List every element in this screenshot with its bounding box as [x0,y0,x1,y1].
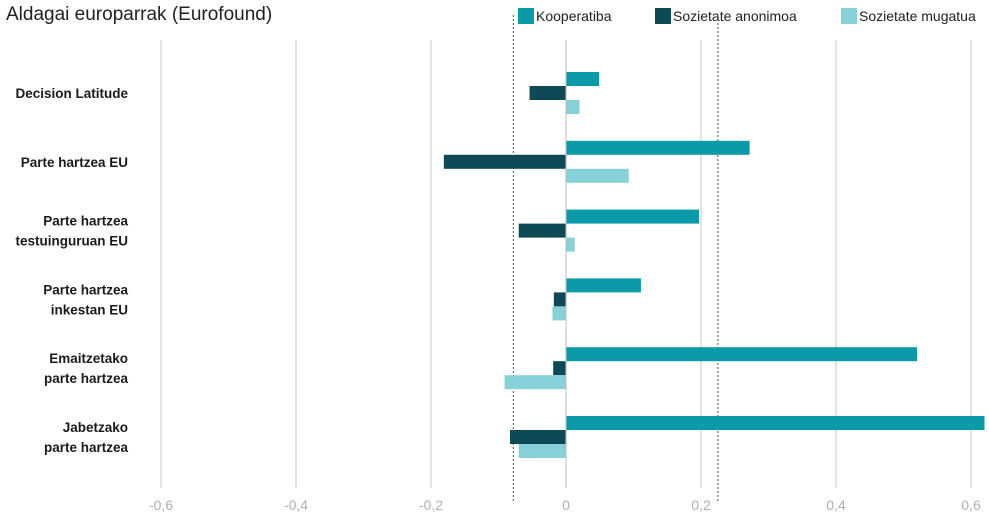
category-label: Jabetzako parte hartzea [44,420,129,455]
legend-swatch-kooperatiba [518,8,534,24]
bar [566,72,600,86]
legend-label: Sozietate anonimoa [673,8,797,24]
category-label: Parte hartzea inkestan EU [43,282,128,317]
bar [552,306,566,321]
category-label: Parte hartzea testuinguruan EU [15,214,128,249]
category-label: Parte hartzea EU [21,155,128,170]
x-tick-label: 0 [562,497,570,513]
bar [529,86,566,100]
x-tick-label: -0,2 [419,497,443,513]
bar [566,209,699,224]
bar [553,361,566,376]
legend-label: Sozietate mugatua [859,8,976,24]
x-tick-label: 0,6 [961,497,981,513]
bar [443,154,566,169]
legend-swatch-sozietate-mugatua [841,8,857,24]
bar [509,430,566,444]
bar [566,416,985,430]
x-tick-label: 0,4 [826,497,846,513]
x-tick-label: 0,2 [691,497,711,513]
chart-title: Aldagai europarrak (Eurofound) [6,4,273,25]
category-label: Decision Latitude [15,86,128,101]
bar [566,100,580,114]
bar [518,223,566,238]
bar [566,237,575,252]
legend-swatch-sozietate-anonimoa [655,8,671,24]
bar [566,347,917,362]
legend-label: Kooperatiba [536,8,612,24]
bar [553,292,566,307]
bar [566,168,629,183]
bar [504,375,566,390]
x-tick-label: -0,6 [149,497,173,513]
bar [566,140,750,155]
bar [566,278,641,293]
bar [518,444,566,458]
category-label: Emaitzetako parte hartzea [44,351,129,386]
x-tick-label: -0,4 [284,497,308,513]
